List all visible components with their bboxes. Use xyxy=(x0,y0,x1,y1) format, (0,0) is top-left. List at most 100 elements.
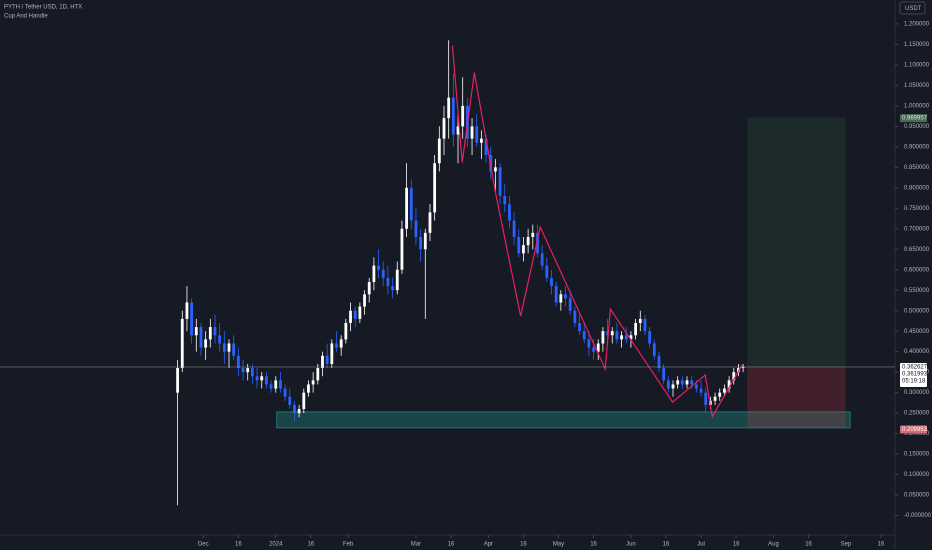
candle-body xyxy=(190,302,194,336)
y-tick-label: 0.500000 xyxy=(904,308,930,314)
candle-body xyxy=(339,339,343,348)
candle-body xyxy=(316,368,320,381)
candle-body xyxy=(512,220,516,237)
x-tick-label: Feb xyxy=(343,542,354,548)
x-tick-label: 16 xyxy=(878,542,885,548)
candle-body xyxy=(718,392,722,397)
candle-body xyxy=(694,384,698,389)
candle-body xyxy=(264,376,268,385)
candle-body xyxy=(414,220,418,237)
price-tag: 0.362627 xyxy=(902,365,928,371)
y-tick-label: 0.800000 xyxy=(904,185,930,191)
candle-body xyxy=(680,380,684,385)
candle-body xyxy=(671,384,675,389)
x-tick-label: 16 xyxy=(307,542,314,548)
y-tick-label: 0.900000 xyxy=(904,144,930,150)
candle-body xyxy=(208,327,212,340)
candle-body xyxy=(451,97,455,135)
candle-body xyxy=(545,265,549,278)
candle-body xyxy=(283,388,287,397)
x-tick-label: 16 xyxy=(448,542,455,548)
candle-body xyxy=(274,380,278,389)
y-tick-label: 0.200000 xyxy=(904,431,930,437)
candle-body xyxy=(437,138,441,164)
candle-body xyxy=(601,331,605,344)
candle-body xyxy=(204,339,208,348)
candle-body xyxy=(475,126,479,143)
indicator-name: Cup And Handle xyxy=(4,14,48,20)
candle-body xyxy=(578,322,581,332)
candle-body xyxy=(479,138,483,143)
currency[interactable]: USDT xyxy=(905,6,922,12)
candle-body xyxy=(419,236,423,250)
candle-body xyxy=(550,277,553,287)
price-tag-bg xyxy=(900,114,927,123)
y-tick-label: 1.050000 xyxy=(904,83,930,89)
candle-body xyxy=(685,380,689,385)
y-tick-label: 0.700000 xyxy=(904,226,930,232)
chart-title: PYTH / Tether USD, 1D, HTX xyxy=(4,5,82,11)
candle-body xyxy=(540,253,544,266)
y-tick-label: 1.100000 xyxy=(904,62,930,68)
candle-body xyxy=(517,236,521,254)
y-tick-label: 0.100000 xyxy=(904,472,930,478)
candle-body xyxy=(676,380,680,385)
candle-body xyxy=(246,368,250,373)
currency-box[interactable] xyxy=(899,1,926,15)
target-zone xyxy=(747,117,846,367)
candle-body xyxy=(727,380,731,389)
price-tag-info: 0.361993 xyxy=(902,372,928,378)
candle-body xyxy=(423,232,427,250)
candle-body xyxy=(433,163,437,213)
candle-body xyxy=(704,392,708,405)
y-tick-label: 0.450000 xyxy=(904,329,930,335)
y-tick-label: 0.600000 xyxy=(904,267,930,273)
candle-body xyxy=(269,384,273,389)
candle-body xyxy=(657,355,661,369)
y-tick-label: 0.050000 xyxy=(904,493,930,499)
candle-body xyxy=(363,294,366,307)
x-tick-label: May xyxy=(553,542,564,548)
y-tick-label: 0.300000 xyxy=(904,390,930,396)
candle-body xyxy=(405,187,409,229)
candle-body xyxy=(442,118,446,139)
y-tick-label: 1.200000 xyxy=(904,22,930,28)
candle-body xyxy=(321,355,324,369)
candle-body xyxy=(428,212,432,233)
y-tick-label: 0.750000 xyxy=(904,206,930,212)
candle-body xyxy=(470,126,474,139)
candle-body xyxy=(564,294,567,299)
candle-body xyxy=(522,245,525,254)
candle-body xyxy=(260,376,264,381)
x-tick-label: 16 xyxy=(235,542,242,548)
candle-body xyxy=(213,327,217,336)
candle-body xyxy=(624,335,628,340)
candle-body xyxy=(358,306,362,319)
candle-body xyxy=(648,331,652,344)
candle-body xyxy=(484,138,488,156)
y-tick-label: -0.000000 xyxy=(904,513,932,519)
candle-body xyxy=(741,367,745,369)
candle-body xyxy=(409,187,413,221)
candle-body xyxy=(367,282,371,295)
price-tag-bg xyxy=(900,425,927,434)
x-tick-label: 16 xyxy=(590,542,597,548)
candle-body xyxy=(568,298,572,311)
x-tick-label: Jul xyxy=(697,542,705,548)
candle-body xyxy=(592,347,595,352)
candle-body xyxy=(353,310,357,319)
candle-body xyxy=(330,343,334,364)
candle-body xyxy=(498,167,502,196)
candle-body xyxy=(180,318,184,369)
price-tag: 0.209953 xyxy=(902,427,928,433)
x-tick-label: Jun xyxy=(626,542,636,548)
candle-body xyxy=(297,409,301,414)
candle-body xyxy=(461,105,465,127)
candle-body xyxy=(643,318,647,332)
candle-body xyxy=(349,310,352,323)
candle-body xyxy=(395,269,399,291)
candle-body xyxy=(587,339,591,348)
y-tick-label: 0.550000 xyxy=(904,288,930,294)
